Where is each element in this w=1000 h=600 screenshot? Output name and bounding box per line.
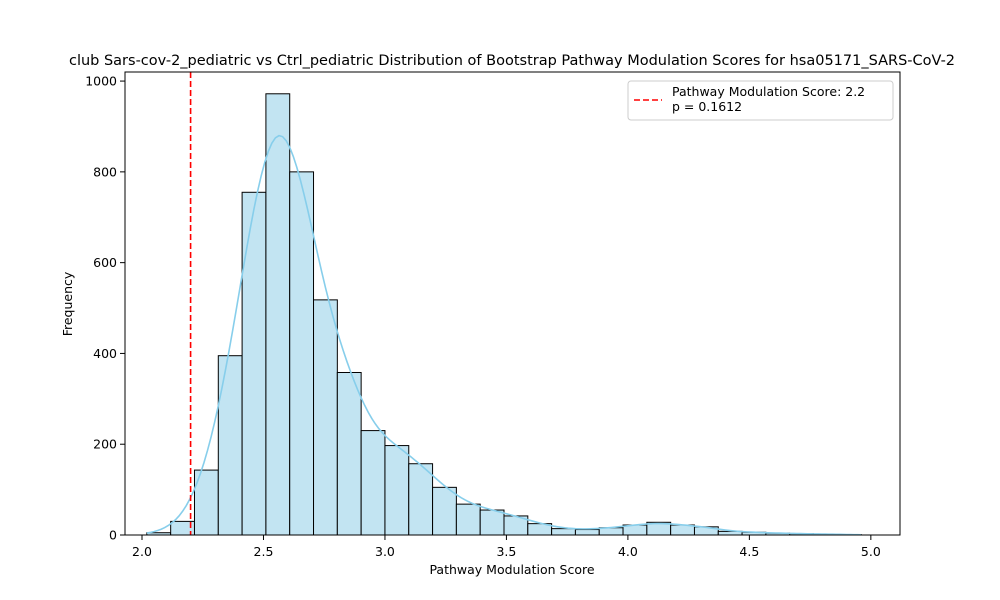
histogram-bar [408, 463, 434, 536]
x-tick-label: 4.5 [739, 544, 759, 559]
legend-box [627, 80, 894, 121]
legend-label-pvalue: p = 0.1612 [672, 99, 742, 114]
y-axis-ticks: 0 200 400 600 800 1000 [85, 74, 125, 543]
y-tick-label: 0 [109, 528, 117, 543]
y-tick-label: 1000 [85, 74, 117, 89]
x-tick-label: 3.5 [496, 544, 516, 559]
histogram-bar [241, 191, 267, 536]
histogram-bar [313, 299, 338, 536]
histogram-bars [146, 93, 862, 536]
histogram-bar [432, 486, 457, 536]
y-axis-label: Frequency [60, 271, 75, 336]
histogram-bar [336, 371, 362, 536]
plot-frame [124, 71, 901, 536]
histogram-bar [384, 445, 410, 536]
histogram-bar [265, 93, 291, 536]
x-tick-label: 2.5 [254, 544, 274, 559]
histogram-bar [217, 355, 243, 536]
x-tick-label: 2.0 [132, 544, 152, 559]
x-tick-label: 5.0 [861, 544, 881, 559]
x-tick-label: 4.0 [618, 544, 638, 559]
y-tick-label: 200 [93, 437, 117, 452]
histogram-bar [360, 430, 386, 536]
histogram-bar [479, 509, 505, 536]
y-tick-label: 800 [93, 164, 117, 179]
y-tick-label: 600 [93, 255, 117, 270]
histogram-bar [670, 524, 695, 536]
x-axis-ticks: 2.0 2.5 3.0 3.5 4.0 4.5 5.0 [132, 535, 881, 559]
chart-title: club Sars-cov-2_pediatric vs Ctrl_pediat… [69, 53, 955, 69]
kde-curve [146, 134, 862, 536]
x-tick-label: 3.0 [375, 544, 395, 559]
y-tick-label: 400 [93, 346, 117, 361]
x-axis-label: Pathway Modulation Score [429, 562, 594, 577]
histogram-bar [455, 503, 481, 536]
histogram-bar [289, 171, 315, 536]
histogram-bar [551, 528, 576, 536]
histogram-bar [574, 529, 600, 536]
legend-label-score: Pathway Modulation Score: 2.2 [672, 84, 865, 99]
legend: Pathway Modulation Score: 2.2 p = 0.1612 [627, 80, 894, 121]
